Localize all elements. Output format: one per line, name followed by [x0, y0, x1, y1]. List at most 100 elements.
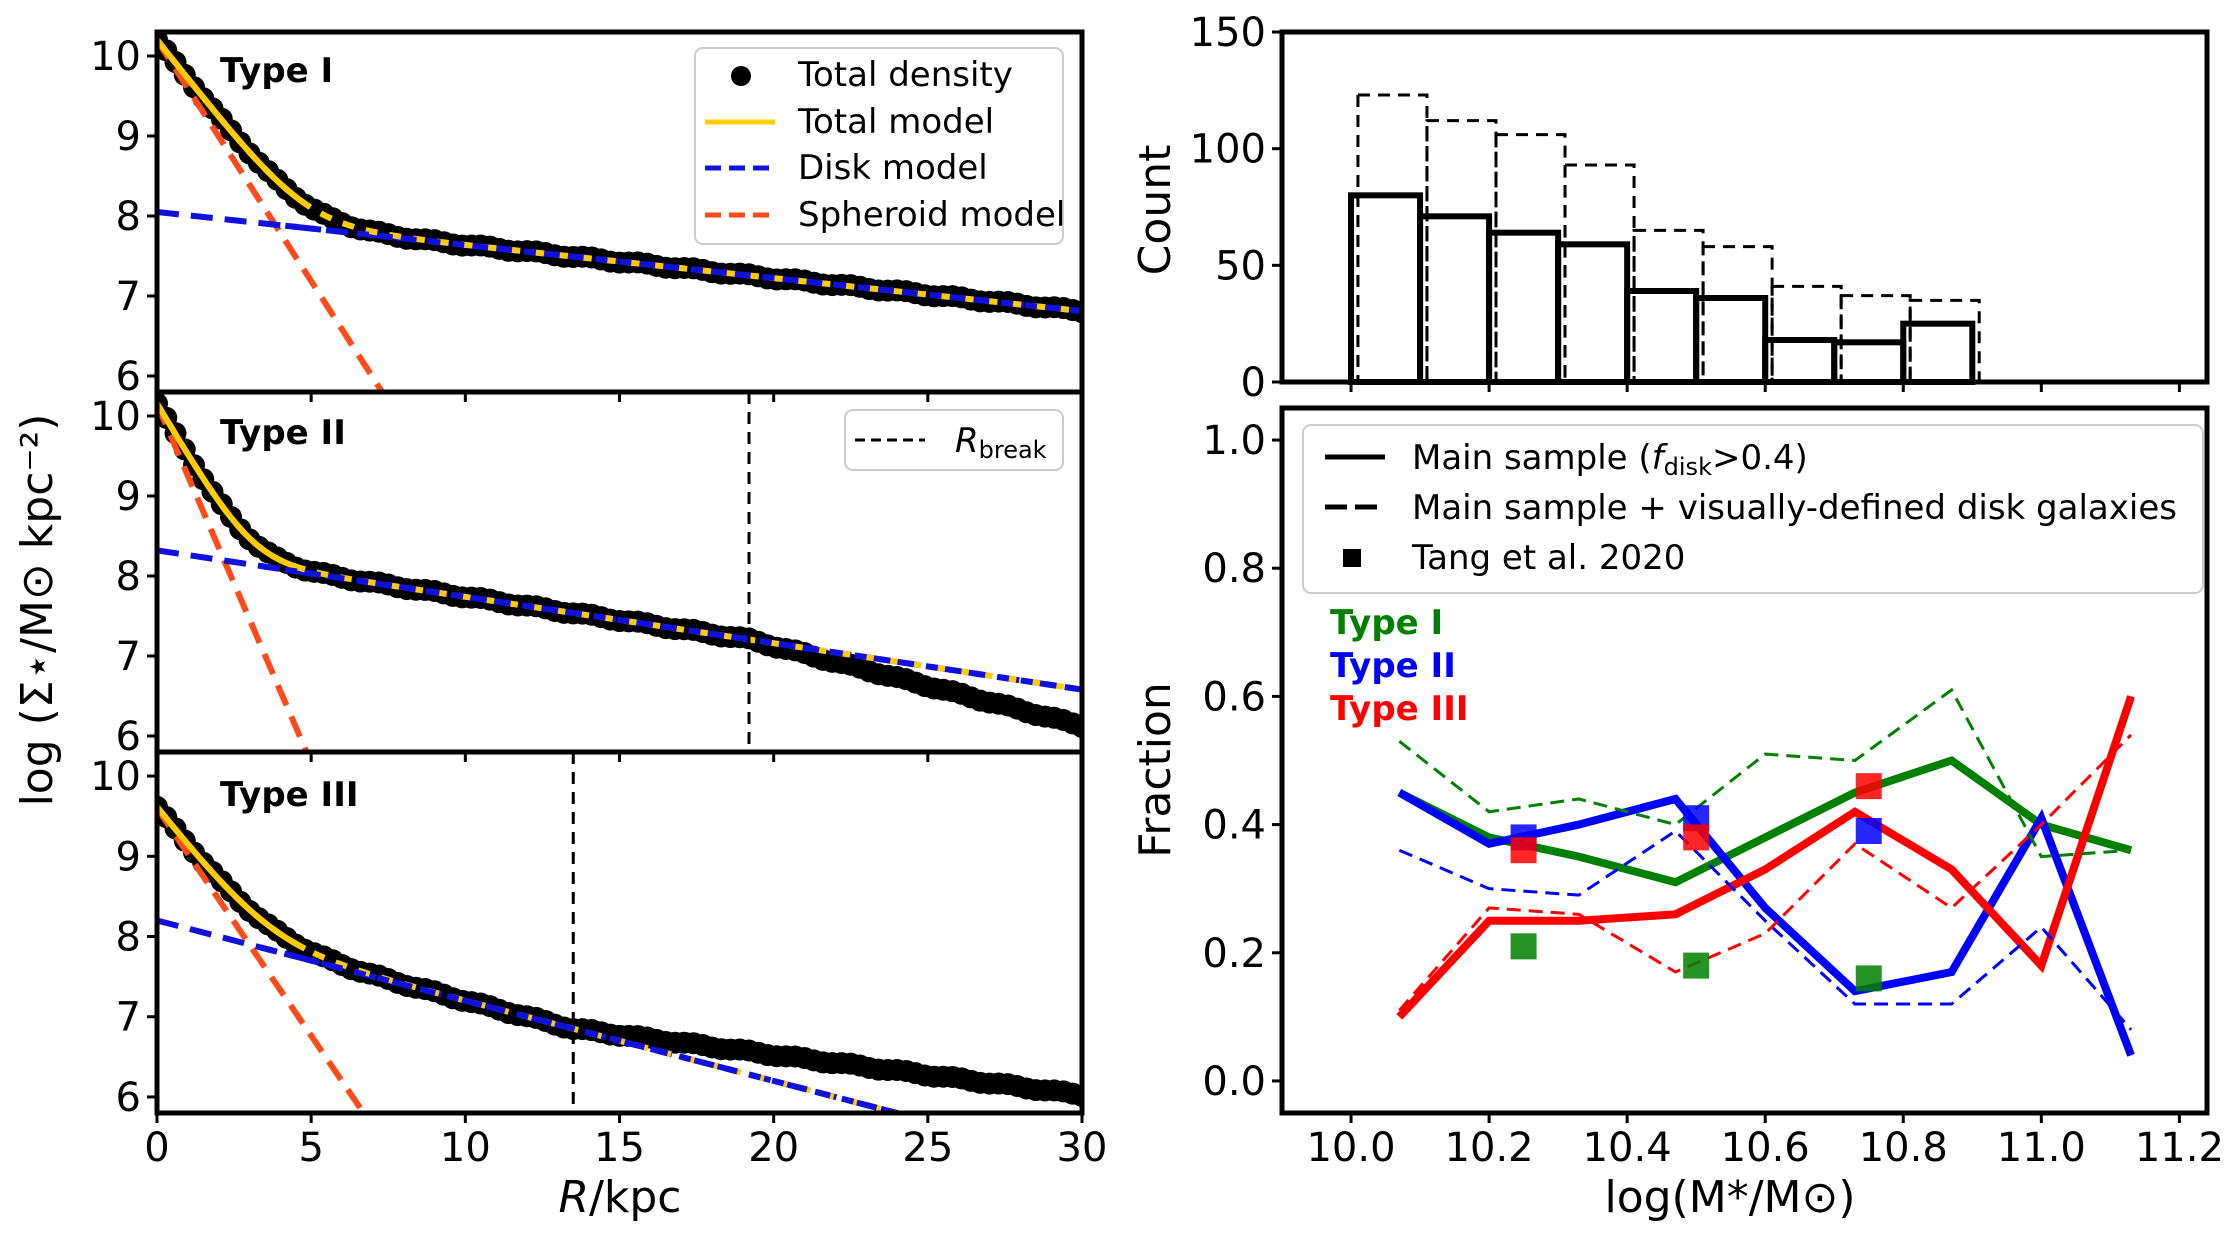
- xtick-label: 30: [1057, 1125, 1108, 1171]
- xtick-label: 10.4: [1583, 1125, 1672, 1171]
- xtick-label: 15: [594, 1125, 645, 1171]
- hist-bar-dashed: [1908, 298, 1981, 384]
- ytick-label: 8: [116, 554, 141, 600]
- panel-2: 6 7 8 9 10 0 5 10 15 20 25 30: [90, 749, 1108, 1171]
- fraction-plot: 0.0 0.2 0.4 0.6 0.8 1.0 10.0 10.2 10.4 10.6 10.8 11…: [1202, 405, 2224, 1171]
- ytick-label: 10: [90, 34, 141, 80]
- ytick-label: 9: [116, 474, 141, 520]
- hist-bar-dashed: [1425, 119, 1498, 384]
- legend-main-sub: disk: [1664, 453, 1712, 481]
- hist-bar-solid: [1762, 337, 1838, 385]
- total-model-core: [157, 37, 307, 207]
- left-xlabel-unit: /kpc: [589, 1172, 681, 1223]
- left-xlabel-r: R: [558, 1172, 589, 1223]
- fraction-ylabel: Fraction: [1130, 682, 1181, 858]
- legend-label-total-model: Total model: [797, 102, 994, 142]
- count-ylabel: Count: [1130, 145, 1181, 276]
- xtick-label: 11.2: [2135, 1125, 2224, 1171]
- legend-left-box: [694, 47, 1064, 245]
- density-point: [1071, 715, 1082, 738]
- ytick-label: 8: [116, 915, 141, 961]
- ytick-label: 7: [116, 995, 141, 1041]
- legend-main-prefix: Main sample (: [1412, 438, 1652, 478]
- ytick-label: 9: [116, 114, 141, 160]
- tang-point: [1683, 952, 1710, 979]
- plot-area-0: [157, 32, 1082, 392]
- tang-point: [1855, 773, 1882, 800]
- hist-bar-solid: [1624, 288, 1700, 385]
- hist-bar-dashed: [1563, 163, 1636, 384]
- hist-bar-dashed: [1839, 294, 1912, 384]
- ytick-label: 0.2: [1202, 931, 1266, 977]
- legend-left: Total density Total model Disk model Sph…: [694, 47, 1065, 245]
- ytick-label: 50: [1215, 243, 1266, 289]
- hist-bar-solid: [1693, 295, 1769, 385]
- legend-label-spheroid-model: Spheroid model: [798, 195, 1065, 235]
- left-xlabel: R/kpc: [558, 1172, 681, 1223]
- xtick-label: 10.6: [1721, 1125, 1810, 1171]
- tang-point: [1683, 824, 1710, 851]
- series-type-iii-dashed: [1398, 733, 2133, 1012]
- legend-label-rbreak: Rbreak: [955, 421, 1047, 464]
- xtick-label: 10.2: [1445, 1125, 1534, 1171]
- ytick-label: 0.4: [1202, 803, 1266, 849]
- hist-frame: [1279, 29, 2210, 385]
- legend-label-total-density: Total density: [797, 55, 1013, 95]
- plot-area-1: [157, 392, 1082, 752]
- xtick-label: 10.0: [1306, 1125, 1395, 1171]
- xtick-label: 20: [748, 1125, 799, 1171]
- ytick-label: 7: [116, 274, 141, 320]
- ytick-label: 0.8: [1202, 546, 1266, 592]
- ytick-label: 0.6: [1202, 674, 1266, 720]
- legend-main-suffix: >0.4): [1712, 438, 1808, 478]
- hist-bar-dashed: [1356, 93, 1429, 384]
- xtick-label: 10: [440, 1125, 491, 1171]
- plot-area-2: [157, 752, 1082, 1113]
- legend-label-rbreak-r: R: [955, 421, 979, 461]
- hist-bar-solid: [1486, 229, 1562, 385]
- legend-label-main-sample: Main sample (fdisk>0.4): [1412, 438, 1808, 481]
- series-type-ii-dashed: [1398, 829, 2133, 1031]
- type-label-right-1: Type I: [1330, 603, 1443, 643]
- xtick-label: 0: [144, 1125, 169, 1171]
- panel-title-type1: Type I: [220, 51, 333, 91]
- xtick-label: 5: [298, 1125, 323, 1171]
- left-ylabel: log (Σ⋆/M⊙ kpc⁻²): [12, 414, 63, 807]
- ytick-label: 10: [90, 394, 141, 440]
- spheroid-model-line: [157, 806, 367, 1113]
- hist-bar-solid: [1348, 192, 1424, 385]
- hist-bar-solid: [1831, 339, 1907, 386]
- total-model-line: [157, 804, 909, 1113]
- count-histogram: 0 50 100 150: [1190, 10, 2210, 406]
- fraction-frame: [1279, 405, 2210, 1116]
- hist-bar-solid: [1900, 320, 1976, 385]
- right-xlabel: log(M*/M⊙): [1604, 1172, 1855, 1223]
- xtick-label: 11.0: [1997, 1125, 2086, 1171]
- disk-model-overlay: [249, 561, 1082, 693]
- legend-marker-tang: [1343, 549, 1361, 567]
- hist-bar-dashed: [1701, 245, 1774, 384]
- ytick-label: 10: [90, 754, 141, 800]
- series-type-i-dashed: [1398, 687, 2132, 859]
- type-label-right-2: Type II: [1330, 646, 1456, 686]
- legend-marker-total-density: [731, 66, 751, 86]
- ytick-label: 8: [116, 194, 141, 240]
- ytick-label: 6: [116, 354, 141, 400]
- tang-point: [1510, 837, 1537, 864]
- type-label-right-3: Type III: [1330, 689, 1469, 729]
- spheroid-model-line: [157, 38, 385, 392]
- density-point: [1071, 1084, 1082, 1107]
- legend-label-disk-model: Disk model: [798, 148, 988, 188]
- ytick-label: 7: [116, 634, 141, 680]
- hist-bar-dashed: [1632, 228, 1705, 384]
- hist-bar-solid: [1555, 241, 1631, 385]
- tang-point: [1510, 933, 1537, 960]
- ytick-label: 0.0: [1202, 1059, 1266, 1105]
- total-model-core: [157, 804, 307, 952]
- ytick-label: 150: [1190, 10, 1266, 56]
- series-type-iii-solid: [1396, 695, 2135, 1020]
- ytick-label: 6: [116, 714, 141, 760]
- disk-model-overlay: [249, 218, 1082, 315]
